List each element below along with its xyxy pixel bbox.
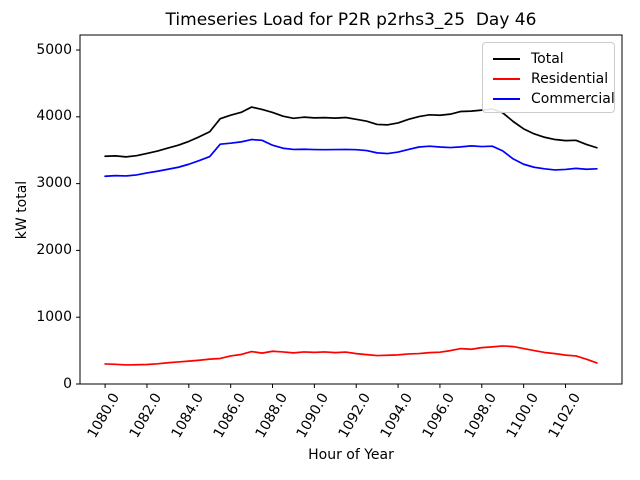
y-tick-label: 5000 [36,41,72,58]
series-line-commercial [104,138,598,178]
legend: Total Residential Commercial [482,42,615,113]
legend-label-total: Total [531,51,564,67]
legend-label-residential: Residential [531,71,609,87]
legend-entry-commercial: Commercial [493,89,615,109]
legend-line-swatch-commercial [493,98,520,100]
x-axis-label: Hour of Year [308,447,394,463]
y-tick-label: 1000 [36,308,72,325]
y-tick-label: 3000 [36,175,72,192]
legend-line-swatch-total [493,58,520,60]
y-tick-label: 0 [63,375,72,392]
legend-entry-residential: Residential [493,69,614,89]
chart-title: Timeseries Load for P2R p2rhs3_25 Day 46 [165,10,537,30]
y-tick-label: 4000 [36,108,72,125]
plot-border [79,34,623,385]
series-line-residential [104,345,598,366]
legend-line-swatch-residential [493,78,520,80]
legend-label-commercial: Commercial [531,91,615,107]
series-line-total [104,106,598,158]
y-axis-label: kW total [14,180,30,240]
y-tick-label: 2000 [36,241,72,258]
legend-entry-total: Total [493,49,614,69]
